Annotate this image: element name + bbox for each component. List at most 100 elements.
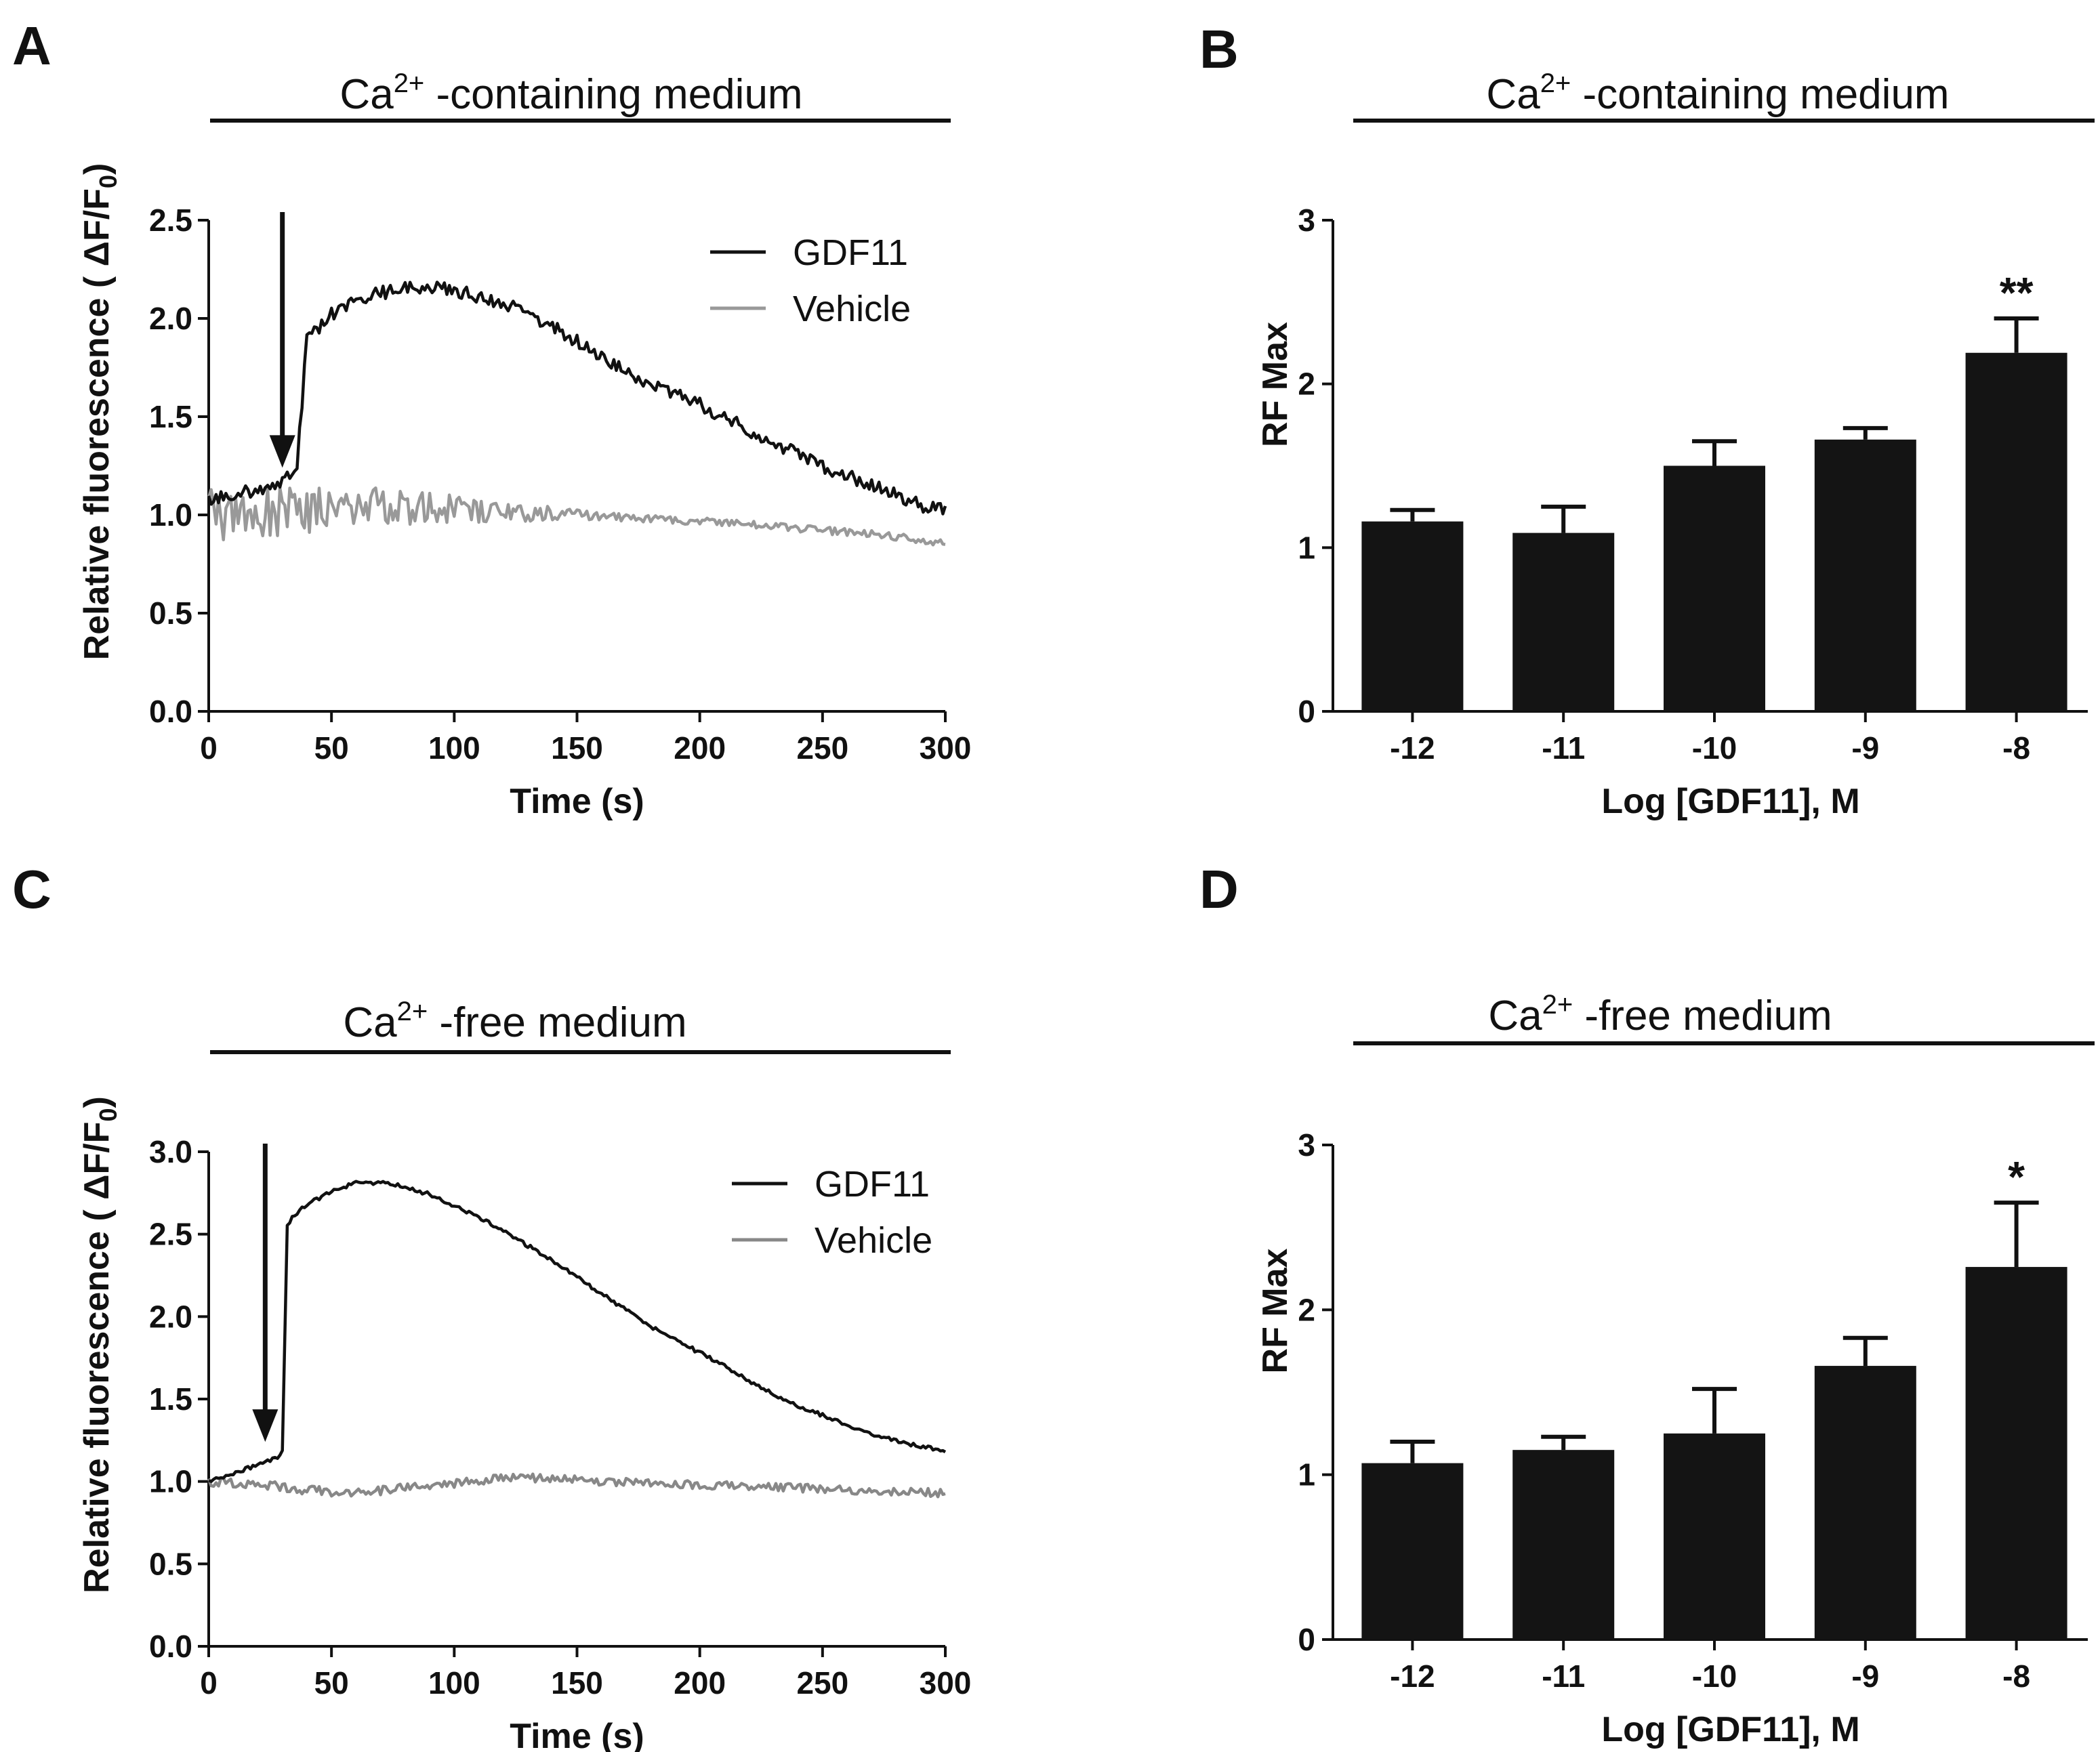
y-tick-label: 0.0	[149, 1629, 192, 1664]
x-tick-label: -8	[2002, 730, 2030, 766]
x-tick-label: 50	[314, 730, 349, 766]
condition-suffix: -containing medium	[1571, 71, 1949, 118]
x-tick-label: 150	[551, 1665, 603, 1701]
legend-label-gdf11: GDF11	[793, 232, 908, 273]
stimulus-arrow-head	[252, 1409, 279, 1442]
x-tick-label: 300	[920, 730, 972, 766]
y-tick-label: 0	[1298, 1622, 1315, 1657]
significance-marker: *	[2008, 1152, 2025, 1201]
condition-title: Ca2+ -free medium	[1488, 990, 1832, 1039]
series-line-vehicle	[207, 486, 946, 547]
x-axis-label: Log [GDF11], M	[1601, 782, 1859, 821]
series-line-gdf11	[207, 280, 947, 516]
condition-prefix: Ca	[1486, 71, 1540, 118]
x-axis-label: Time (s)	[510, 1717, 644, 1752]
bar--10	[1664, 465, 1765, 711]
bar--9	[1814, 1366, 1916, 1640]
legend-label-vehicle: Vehicle	[815, 1220, 932, 1261]
panel-B: B Ca2+ -containing medium 0 1 2 3 -12 -11 -10 -9 -…	[1199, 19, 2095, 821]
stimulus-arrow-head	[269, 435, 295, 468]
condition-prefix: Ca	[339, 71, 394, 118]
condition-suffix: -containing medium	[424, 71, 802, 118]
condition-title: Ca2+ -containing medium	[1486, 68, 1949, 118]
y-axis-label: Relative fluorescence ( ΔF/F0)	[77, 163, 122, 661]
x-tick-label: -9	[1851, 1659, 1879, 1694]
series-line-gdf11	[208, 1180, 947, 1483]
legend-label-vehicle: Vehicle	[793, 289, 911, 329]
legend-label-gdf11: GDF11	[815, 1164, 930, 1205]
condition-superscript: 2+	[394, 68, 425, 98]
panel-letter-B: B	[1199, 19, 1239, 79]
y-tick-label: 0	[1298, 694, 1315, 729]
x-tick-label: 200	[674, 730, 726, 766]
panel-letter-D: D	[1199, 859, 1239, 919]
x-tick-label: -12	[1390, 1659, 1435, 1694]
y-tick-label: 1.0	[149, 1464, 192, 1499]
bar--12	[1361, 521, 1464, 711]
panel-C: C Ca2+ -free medium 0.0 0.5 1.0 1.5 2.0 2.5 3.0 0…	[12, 859, 971, 1752]
x-axis-label: Log [GDF11], M	[1601, 1710, 1859, 1749]
y-tick-label: 2.5	[149, 1217, 192, 1252]
y-tick-label: 1	[1298, 530, 1315, 565]
y-tick-label: 3	[1298, 1127, 1315, 1163]
x-tick-label: -8	[2002, 1659, 2030, 1694]
x-tick-label: 200	[674, 1665, 726, 1701]
bar--11	[1512, 533, 1615, 711]
condition-suffix: -free medium	[428, 999, 686, 1046]
x-tick-label: -9	[1851, 730, 1879, 766]
y-tick-label: 3	[1298, 203, 1315, 238]
y-tick-label: 1.5	[149, 1381, 192, 1417]
x-tick-label: 0	[200, 1665, 218, 1701]
x-tick-label: 100	[428, 730, 480, 766]
bar--12	[1361, 1463, 1464, 1640]
x-tick-label: 300	[920, 1665, 972, 1701]
condition-suffix: -free medium	[1573, 993, 1832, 1039]
y-tick-label: 0.0	[149, 694, 192, 729]
x-tick-label: 250	[796, 1665, 848, 1701]
y-tick-label: 1.0	[149, 497, 192, 533]
bar--9	[1814, 439, 1916, 711]
condition-prefix: Ca	[1488, 993, 1542, 1039]
condition-superscript: 2+	[397, 997, 428, 1026]
x-tick-label: -11	[1542, 730, 1585, 766]
x-tick-label: -10	[1692, 1659, 1737, 1694]
y-tick-label: 1	[1298, 1457, 1315, 1493]
condition-superscript: 2+	[1540, 68, 1571, 98]
y-tick-label: 2	[1298, 1292, 1315, 1327]
y-tick-label: 2.0	[149, 301, 192, 336]
y-tick-label: 2	[1298, 367, 1315, 402]
x-tick-label: -12	[1390, 730, 1435, 766]
panel-letter-C: C	[12, 859, 52, 919]
bar--10	[1664, 1433, 1765, 1640]
condition-superscript: 2+	[1542, 990, 1573, 1020]
y-tick-label: 2.5	[149, 203, 192, 238]
x-tick-label: 0	[200, 730, 218, 766]
y-axis-label: Relative fluorescence ( ΔF/F0)	[77, 1096, 122, 1593]
panel-A: A Ca2+ -containing medium 0.0 0.5 1.0 1.5 2.0 2…	[12, 16, 971, 821]
y-axis-label: RF Max	[1256, 1248, 1295, 1373]
condition-title: Ca2+ -containing medium	[339, 68, 802, 118]
y-axis-label: RF Max	[1256, 322, 1295, 447]
condition-prefix: Ca	[343, 999, 397, 1046]
bar--11	[1512, 1450, 1615, 1640]
y-tick-label: 3.0	[149, 1134, 192, 1169]
x-tick-label: 150	[551, 730, 603, 766]
panel-D: D Ca2+ -free medium 0 1 2 3 -12 -11 -10 -9 -8 * Log …	[1199, 859, 2095, 1749]
x-axis-label: Time (s)	[510, 782, 644, 821]
series-line-vehicle	[207, 1472, 946, 1499]
x-tick-label: 250	[796, 730, 848, 766]
panel-letter-A: A	[12, 16, 52, 76]
x-tick-label: -11	[1542, 1659, 1585, 1694]
x-tick-label: 50	[314, 1665, 349, 1701]
y-tick-label: 2.0	[149, 1299, 192, 1334]
y-tick-label: 1.5	[149, 399, 192, 434]
condition-title: Ca2+ -free medium	[343, 997, 686, 1046]
y-tick-label: 0.5	[149, 596, 192, 631]
significance-marker: **	[2000, 268, 2034, 317]
bar--8	[1965, 352, 2067, 711]
y-tick-label: 0.5	[149, 1546, 192, 1581]
bar--8	[1965, 1267, 2067, 1640]
x-tick-label: 100	[428, 1665, 480, 1701]
x-tick-label: -10	[1692, 730, 1737, 766]
